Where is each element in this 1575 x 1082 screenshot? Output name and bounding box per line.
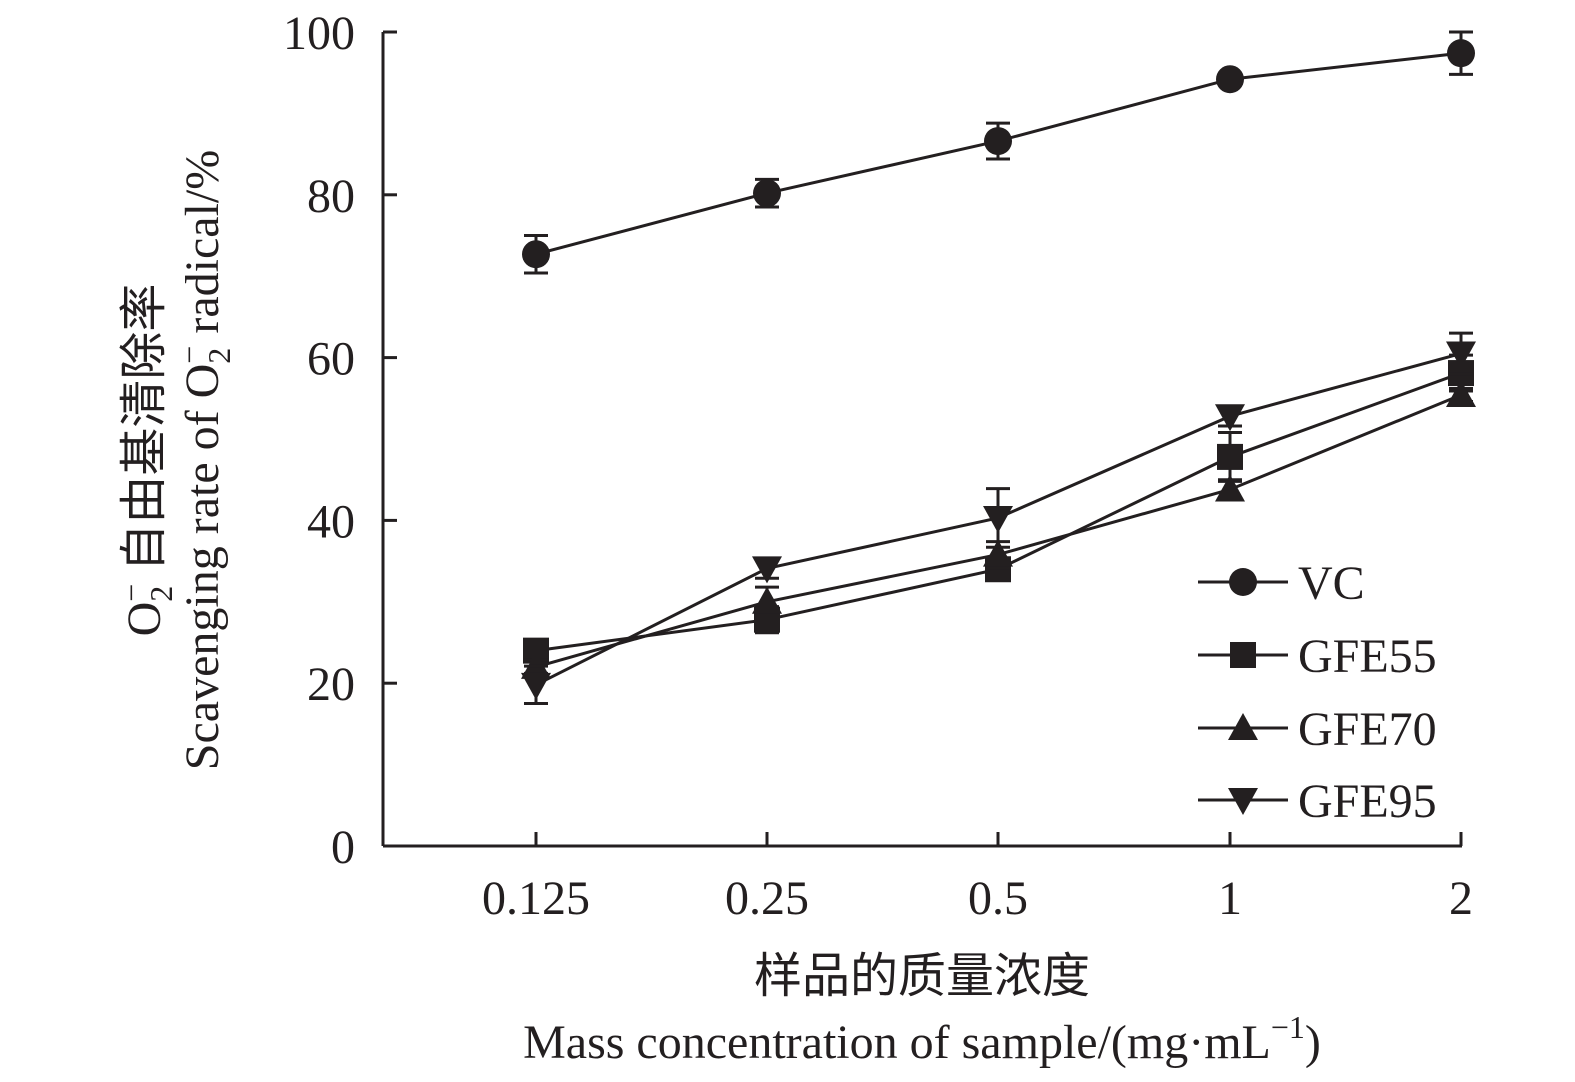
data-point-vc bbox=[984, 127, 1012, 156]
y-tick-label: 40 bbox=[307, 495, 355, 548]
legend-label-vc: VC bbox=[1298, 557, 1365, 610]
x-tick-label: 0.25 bbox=[725, 872, 809, 925]
legend-marker-gfe55 bbox=[1230, 642, 1256, 668]
y-tick-label: 0 bbox=[331, 821, 355, 874]
data-point-vc bbox=[522, 240, 550, 269]
y-tick-label: 60 bbox=[307, 333, 355, 386]
x-tick-label: 0.125 bbox=[482, 872, 590, 925]
y-axis-title-en: Scavenging rate of O2− radical/% bbox=[171, 150, 237, 770]
x-ticks: 0.125 0.25 0.5 1 2 bbox=[482, 832, 1473, 925]
data-point-gfe70 bbox=[752, 586, 782, 614]
data-point-vc bbox=[1447, 39, 1475, 68]
y-axis-title: O2− 自由基清除率 Scavenging rate of O2− radica… bbox=[113, 150, 237, 770]
data-point-gfe95 bbox=[521, 672, 551, 700]
x-axis-title-cn: 样品的质量浓度 bbox=[754, 950, 1090, 1003]
y-axis-title-cn: O2− 自由基清除率 bbox=[113, 284, 179, 637]
data-point-gfe70 bbox=[983, 539, 1013, 567]
series-gfe55 bbox=[523, 353, 1474, 664]
data-point-gfe95 bbox=[752, 556, 782, 584]
series-layer bbox=[521, 30, 1476, 706]
legend: VC GFE55 GFE70 GFE95 bbox=[1198, 557, 1437, 828]
data-point-vc bbox=[753, 179, 781, 208]
legend-label-gfe95: GFE95 bbox=[1298, 775, 1437, 828]
y-ticks: 0 20 40 60 80 100 bbox=[283, 7, 397, 874]
x-tick-label: 1 bbox=[1218, 872, 1242, 925]
legend-marker-gfe70 bbox=[1228, 713, 1258, 740]
data-point-gfe70 bbox=[1215, 474, 1245, 502]
y-tick-label: 100 bbox=[283, 7, 355, 60]
legend-label-gfe70: GFE70 bbox=[1298, 703, 1437, 756]
series-gfe95 bbox=[521, 331, 1476, 706]
data-point-gfe95 bbox=[1215, 404, 1245, 432]
series-vc bbox=[522, 30, 1475, 275]
data-point-gfe95 bbox=[983, 505, 1013, 533]
axes bbox=[381, 32, 1462, 848]
y-tick-label: 80 bbox=[307, 170, 355, 223]
data-point-gfe55 bbox=[1217, 443, 1243, 470]
data-point-gfe95 bbox=[1446, 341, 1476, 369]
data-point-gfe70 bbox=[1446, 380, 1476, 408]
x-axis-title-en: Mass concentration of sample/(mg·mL−1) bbox=[523, 1009, 1321, 1069]
x-tick-label: 2 bbox=[1449, 872, 1473, 925]
data-point-vc bbox=[1216, 65, 1244, 94]
y-tick-label: 20 bbox=[307, 658, 355, 711]
legend-marker-vc bbox=[1229, 568, 1257, 596]
legend-marker-gfe95 bbox=[1228, 788, 1258, 815]
legend-label-gfe55: GFE55 bbox=[1298, 630, 1437, 683]
x-tick-label: 0.5 bbox=[968, 872, 1028, 925]
